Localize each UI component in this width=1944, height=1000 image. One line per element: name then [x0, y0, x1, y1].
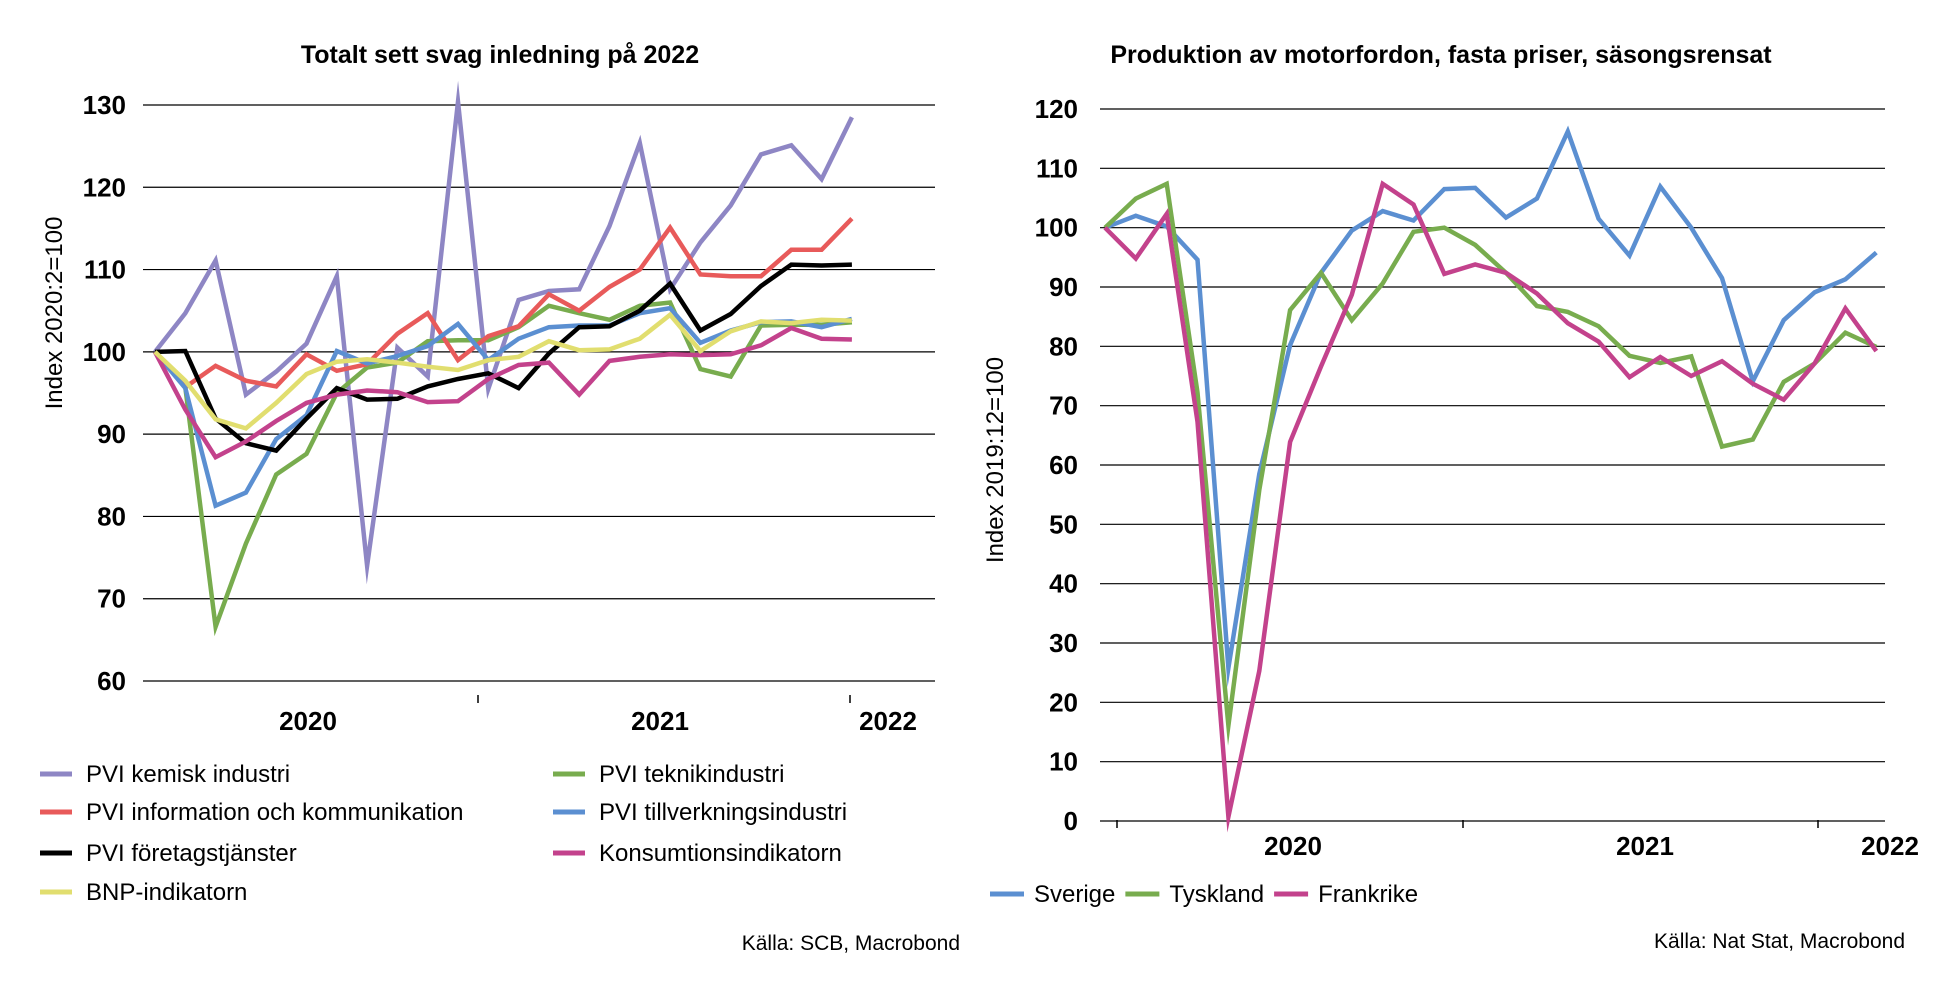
legend-item-label: PVI teknikindustri: [599, 761, 784, 788]
legend-item-label: PVI information och kommunikation: [86, 799, 464, 826]
y-tick-label: 60: [1049, 450, 1078, 480]
chart-right: Produktion av motorfordon, fasta priser,…: [982, 41, 1919, 953]
chart-left: Totalt sett svag inledning på 2022 Index…: [40, 41, 960, 955]
x-tick-label: 2020: [1264, 831, 1322, 861]
y-tick-label: 100: [1035, 213, 1078, 243]
chart-right-legend: Sverige Tyskland Frankrike: [990, 881, 1418, 908]
y-tick-label: 120: [1035, 94, 1078, 124]
y-tick-label: 40: [1049, 569, 1078, 599]
chart-right-gridlines: [1100, 108, 1885, 822]
y-tick-label: 110: [84, 255, 126, 285]
right-series-line-1: [1104, 125, 1878, 688]
chart-left-x-axis: 2020 2021 2022: [279, 695, 917, 736]
y-tick-label: 130: [83, 90, 126, 120]
chart-right-title: Produktion av motorfordon, fasta priser,…: [1110, 41, 1772, 69]
y-tick-label: 30: [1049, 628, 1078, 658]
x-tick-label: 2020: [279, 706, 337, 736]
chart-left-title: Totalt sett svag inledning på 2022: [301, 41, 699, 69]
x-tick-label: 2022: [1861, 831, 1919, 861]
legend-item-label: BNP-indikatorn: [86, 879, 247, 906]
legend-item-label: Sverige: [1034, 881, 1115, 908]
legend-item-label: PVI tillverkningsindustri: [599, 799, 847, 826]
left-series-line-7: [153, 311, 852, 431]
y-tick-label: 120: [83, 172, 126, 202]
left-series-line-2: [153, 300, 853, 637]
legend-item-label: Tyskland: [1169, 881, 1264, 908]
left-series-line-1: [153, 80, 854, 585]
y-tick-label: 20: [1049, 687, 1078, 717]
y-tick-label: 90: [1049, 272, 1078, 302]
right-series-line-3: [1103, 180, 1879, 833]
legend-item-label: PVI kemisk industri: [86, 761, 290, 788]
y-tick-label: 80: [1049, 331, 1078, 361]
y-tick-label: 70: [97, 584, 126, 614]
legend-item-label: Frankrike: [1318, 881, 1418, 908]
right-series-line-2: [1103, 180, 1878, 746]
left-series-line-3: [153, 217, 854, 391]
chart-right-source: Källa: Nat Stat, Macrobond: [1654, 930, 1905, 953]
y-tick-label: 10: [1049, 747, 1078, 777]
chart-right-y-axis-label: Index 2019:12=100: [982, 357, 1009, 563]
y-tick-label: 70: [1049, 391, 1078, 421]
legend-item-label: Konsumtionsindikatorn: [599, 840, 842, 867]
y-tick-label: 80: [97, 501, 126, 531]
chart-left-y-ticks: 60 70 80 90 100 110 120 130: [83, 90, 126, 696]
y-tick-label: 60: [97, 666, 126, 696]
chart-right-y-ticks: 0 10 20 30 40 50 60 70 80 90 100 110 120: [1035, 94, 1078, 836]
chart-right-series: [1103, 125, 1879, 833]
legend-item-label: PVI företagstjänster: [86, 840, 297, 867]
chart-left-series: [153, 80, 854, 637]
x-tick-label: 2022: [859, 706, 917, 736]
chart-right-x-axis: 2020 2021 2022: [1116, 820, 1919, 861]
chart-left-y-axis-label: Index 2020:2=100: [41, 217, 68, 410]
chart-left-gridlines: [143, 104, 935, 682]
x-tick-label: 2021: [1616, 831, 1674, 861]
x-tick-label: 2021: [631, 706, 689, 736]
left-series-line-6: [153, 325, 852, 461]
y-tick-label: 50: [1049, 509, 1078, 539]
left-series-line-5: [154, 262, 852, 454]
y-tick-label: 100: [83, 337, 126, 367]
y-tick-label: 110: [1036, 153, 1078, 183]
chart-left-legend: PVI kemisk industri PVI teknikindustri PVI…: [40, 761, 847, 906]
y-tick-label: 90: [97, 419, 126, 449]
y-tick-label: 0: [1064, 806, 1078, 836]
chart-left-source: Källa: SCB, Macrobond: [742, 932, 960, 955]
